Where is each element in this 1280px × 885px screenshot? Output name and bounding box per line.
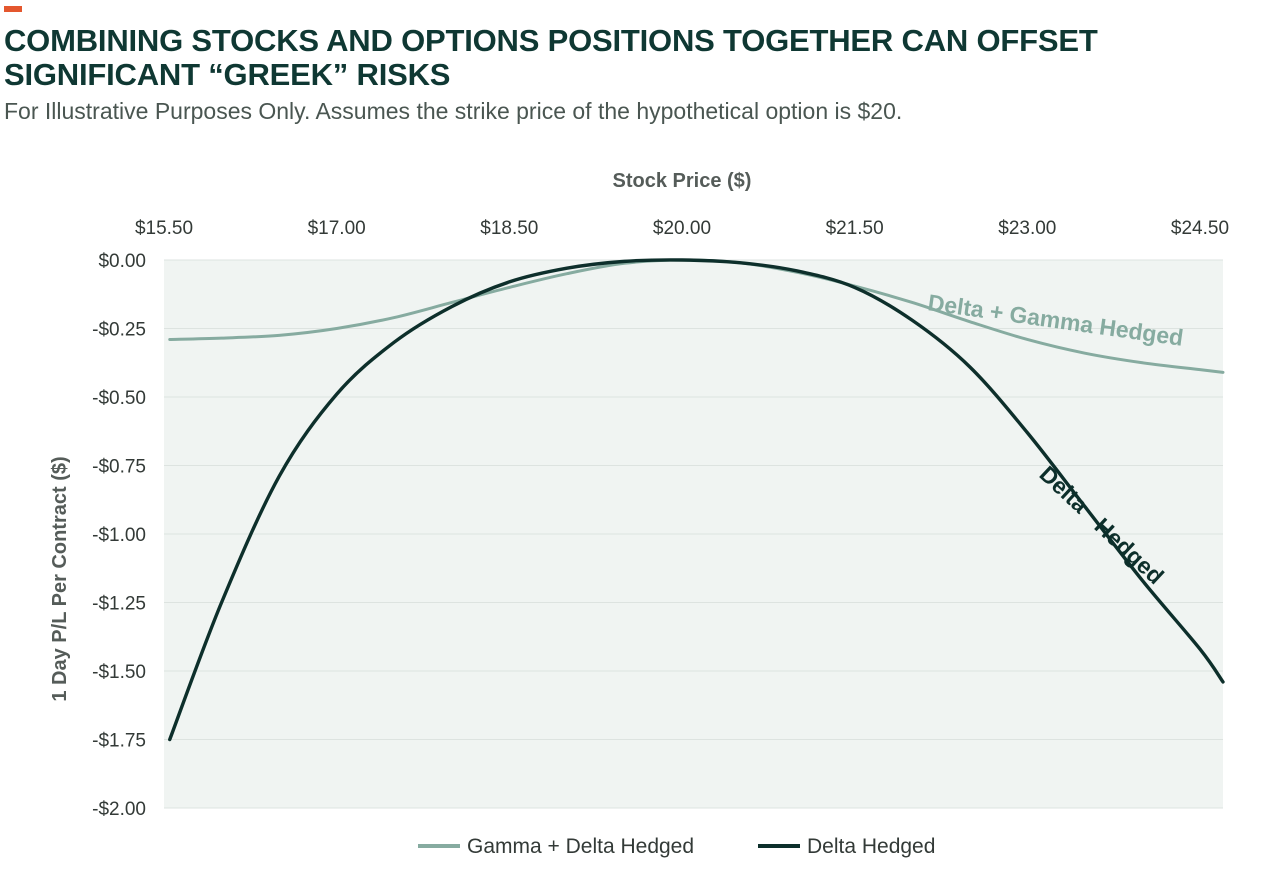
x-tick-label: $24.50 xyxy=(1171,218,1229,239)
x-axis-ticks: $15.50 $17.00 $18.50 $20.00 $21.50 $23.00 $24.… xyxy=(135,218,1229,239)
gridlines xyxy=(164,259,1223,809)
line-chart: Stock Price ($) 1 Day P/L Per Contract (… xyxy=(49,170,1229,858)
y-tick-label: -$1.75 xyxy=(92,731,146,752)
y-tick-label: -$0.50 xyxy=(92,388,146,409)
series-line-delta-hedged xyxy=(168,258,1225,742)
y-tick-label: -$1.00 xyxy=(92,525,146,546)
legend: Gamma + Delta Hedged Delta Hedged xyxy=(418,835,935,858)
series-lines xyxy=(168,258,1225,742)
accent-bar xyxy=(4,6,22,12)
y-tick-label: $0.00 xyxy=(98,251,146,272)
y-tick-label: -$0.75 xyxy=(92,457,146,478)
x-tick-label: $17.00 xyxy=(308,218,366,239)
title-line-2: SIGNIFICANT “GREEK” RISKS xyxy=(4,57,451,92)
chart-subtitle: For Illustrative Purposes Only. Assumes … xyxy=(4,98,903,124)
y-tick-label: -$1.50 xyxy=(92,662,146,683)
y-tick-label: -$0.25 xyxy=(92,320,146,341)
chart-title: COMBINING STOCKS AND OPTIONS POSITIONS T… xyxy=(4,24,1244,92)
y-axis-ticks: $0.00 -$0.25 -$0.50 -$0.75 -$1.00 -$1.25 -$1.5… xyxy=(92,251,146,820)
x-axis-title: Stock Price ($) xyxy=(613,170,752,192)
title-line-1: COMBINING STOCKS AND OPTIONS POSITIONS T… xyxy=(4,23,1098,58)
x-tick-label: $23.00 xyxy=(998,218,1056,239)
x-tick-label: $18.50 xyxy=(480,218,538,239)
legend-label-gamma-delta: Gamma + Delta Hedged xyxy=(467,835,694,858)
x-tick-label: $21.50 xyxy=(826,218,884,239)
legend-label-delta: Delta Hedged xyxy=(807,835,935,858)
y-axis-title: 1 Day P/L Per Contract ($) xyxy=(49,456,71,701)
y-tick-label: -$1.25 xyxy=(92,594,146,615)
x-tick-label: $15.50 xyxy=(135,218,193,239)
x-tick-label: $20.00 xyxy=(653,218,711,239)
y-tick-label: -$2.00 xyxy=(92,799,146,820)
